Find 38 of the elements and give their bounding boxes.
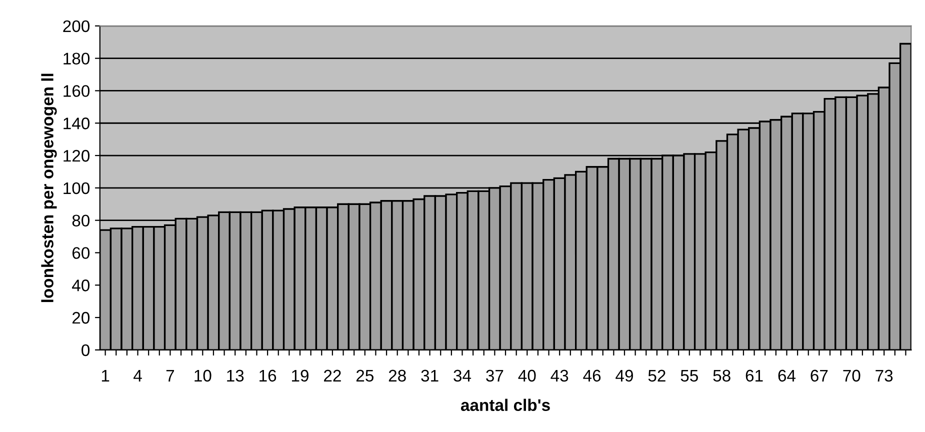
x-tick-label: 22 bbox=[324, 370, 341, 382]
x-tick-label: 64 bbox=[778, 370, 796, 382]
x-tick-label: 25 bbox=[356, 370, 374, 382]
y-tick-label: 120 bbox=[64, 150, 90, 162]
x-tick-label: 58 bbox=[713, 370, 730, 382]
x-tick-label: 61 bbox=[746, 370, 763, 382]
x-tick-label: 34 bbox=[454, 370, 472, 382]
x-tick-label: 40 bbox=[518, 370, 536, 382]
y-tick-label: 20 bbox=[72, 312, 90, 324]
y-tick-label: 40 bbox=[72, 280, 90, 292]
y-tick-label: 160 bbox=[64, 85, 90, 97]
y-tick-label: 100 bbox=[64, 182, 90, 194]
y-tick-label: 0 bbox=[82, 344, 90, 356]
x-tick-label: 16 bbox=[260, 370, 276, 382]
x-tick-label: 7 bbox=[166, 370, 174, 382]
x-tick-label: 19 bbox=[292, 370, 308, 382]
x-tick-label: 4 bbox=[134, 370, 142, 382]
y-tick-label: 180 bbox=[64, 52, 90, 65]
y-axis-title: loonkosten per ongewogen ll bbox=[41, 74, 57, 302]
x-tick-label: 70 bbox=[843, 370, 860, 382]
y-tick-label: 60 bbox=[72, 247, 90, 259]
y-tick-label: 140 bbox=[64, 118, 90, 130]
x-tick-label: 52 bbox=[648, 370, 666, 382]
x-tick-label: 37 bbox=[486, 370, 504, 382]
y-tick-label: 200 bbox=[63, 20, 90, 32]
y-tick-label: 80 bbox=[72, 214, 90, 227]
x-tick-label: 67 bbox=[810, 370, 828, 382]
x-tick-label: 43 bbox=[550, 370, 568, 382]
x-tick-label: 73 bbox=[876, 370, 893, 382]
x-tick-label: 46 bbox=[583, 370, 601, 382]
x-tick-label: 49 bbox=[616, 370, 633, 382]
x-tick-label: 10 bbox=[194, 370, 212, 382]
x-tick-label: 13 bbox=[227, 370, 244, 382]
x-tick-label: 31 bbox=[421, 370, 438, 382]
x-axis-title: aantal clb's bbox=[460, 398, 550, 412]
x-tick-label: 1 bbox=[102, 370, 110, 382]
x-tick-label: 28 bbox=[388, 370, 406, 382]
x-tick-label: 55 bbox=[680, 370, 698, 382]
